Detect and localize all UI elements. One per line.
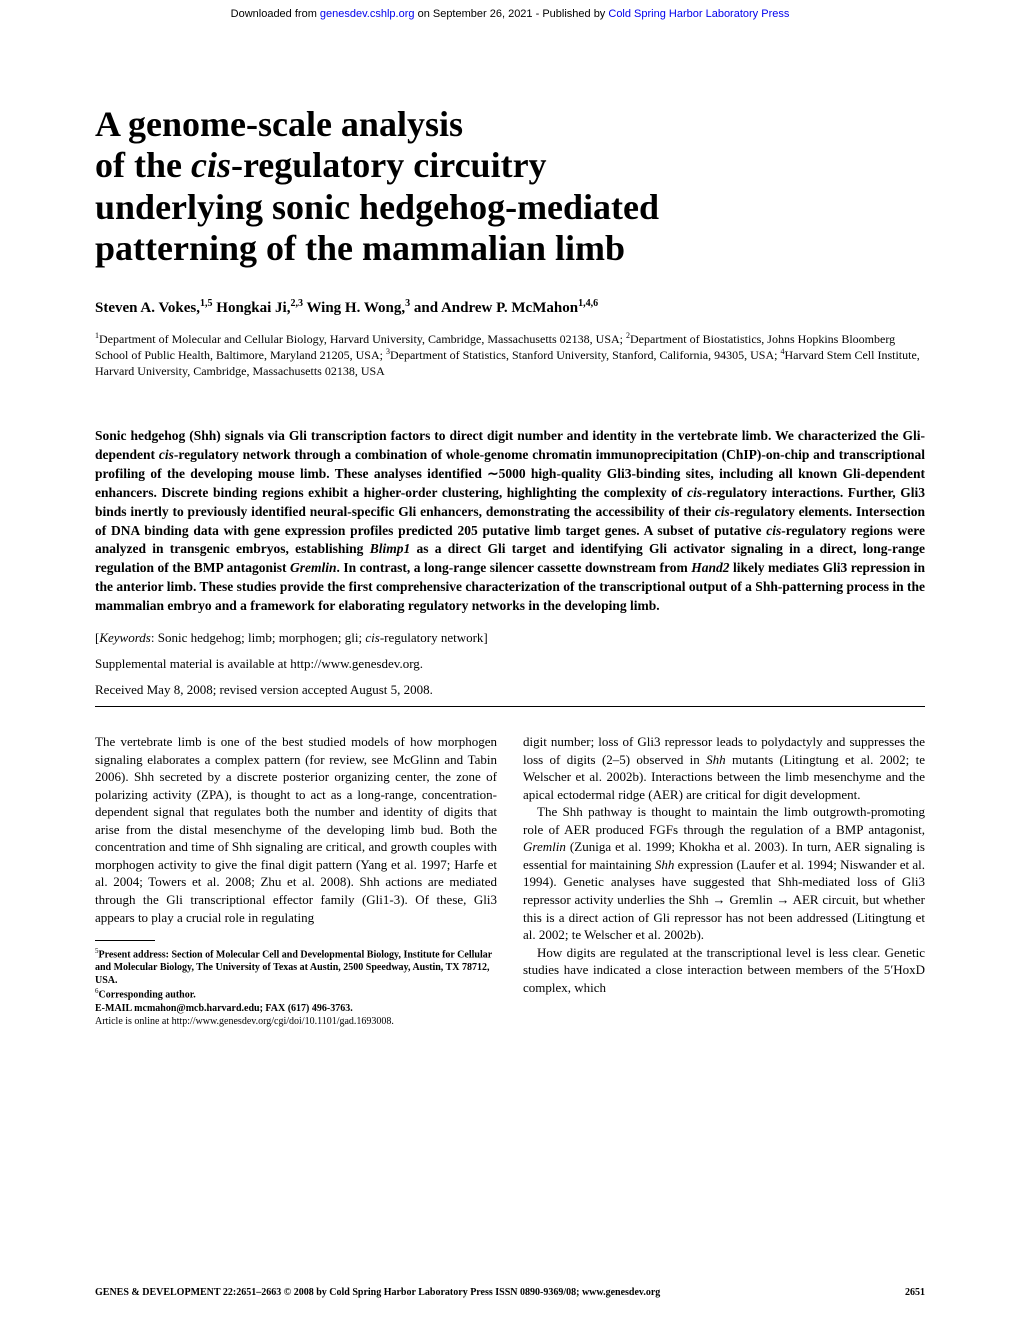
section-divider xyxy=(95,706,925,707)
left-p1: The vertebrate limb is one of the best s… xyxy=(95,733,497,926)
title-line-2-italic: cis xyxy=(191,145,231,185)
title-line-2-post: -regulatory circuitry xyxy=(231,145,547,185)
banner-link-2[interactable]: Cold Spring Harbor Laboratory Press xyxy=(608,8,789,20)
footnote-6: 6Corresponding author. xyxy=(95,987,497,1001)
author-4-sup: 1,4,6 xyxy=(578,298,598,309)
title-line-4: patterning of the mammalian limb xyxy=(95,228,625,268)
supplemental-line: Supplemental material is available at ht… xyxy=(95,656,925,672)
aff-text-3: Department of Statistics, Stanford Unive… xyxy=(390,348,781,362)
title-line-2-pre: of the xyxy=(95,145,191,185)
footnote-article: Article is online at http://www.genesdev… xyxy=(95,1015,497,1028)
keywords-line: [Keywords: Sonic hedgehog; limb; morphog… xyxy=(95,630,925,646)
abs-i3: cis xyxy=(715,504,730,519)
right-p1: digit number; loss of Gli3 repressor lea… xyxy=(523,733,925,803)
r-p2-i2: Shh xyxy=(655,857,675,872)
banner-link-1[interactable]: genesdev.cshlp.org xyxy=(320,8,415,20)
abstract: Sonic hedgehog (Shh) signals via Gli tra… xyxy=(95,427,925,616)
kw-label: Keywords xyxy=(99,630,151,645)
kw-cis: cis xyxy=(365,630,379,645)
author-4: and Andrew P. McMahon xyxy=(410,300,578,316)
download-banner: Downloaded from genesdev.cshlp.org on Se… xyxy=(0,0,1020,24)
right-p2: The Shh pathway is thought to maintain t… xyxy=(523,803,925,943)
author-2: Hongkai Ji, xyxy=(213,300,291,316)
fn6-text: Corresponding author. xyxy=(99,990,196,1001)
received-line: Received May 8, 2008; revised version ac… xyxy=(95,682,925,698)
footnote-email: E-MAIL mcmahon@mcb.harvard.edu; FAX (617… xyxy=(95,1002,497,1015)
article-title: A genome-scale analysis of the cis-regul… xyxy=(95,104,925,270)
page-content: A genome-scale analysis of the cis-regul… xyxy=(0,104,1020,1028)
body-columns: The vertebrate limb is one of the best s… xyxy=(95,733,925,1028)
r-p2-a: The Shh pathway is thought to maintain t… xyxy=(523,804,925,837)
abs-i1: cis xyxy=(159,447,174,462)
footer-left: GENES & DEVELOPMENT 22:2651–2663 © 2008 … xyxy=(95,1287,905,1298)
r-p1-i1: Shh xyxy=(706,752,726,767)
abs-s7: . In contrast, a long-range silencer cas… xyxy=(337,560,692,575)
r-p2-i1: Gremlin xyxy=(523,839,566,854)
author-3: Wing H. Wong, xyxy=(303,300,405,316)
kw-suffix: -regulatory network] xyxy=(380,630,488,645)
abs-i7: Hand2 xyxy=(691,560,729,575)
footnotes: 5Present address: Section of Molecular C… xyxy=(95,947,497,1028)
footer-page-number: 2651 xyxy=(905,1287,925,1298)
author-1: Steven A. Vokes, xyxy=(95,300,200,316)
affiliations: 1Department of Molecular and Cellular Bi… xyxy=(95,331,925,380)
banner-middle: on September 26, 2021 - Published by xyxy=(415,8,609,20)
fn5-text: Present address: Section of Molecular Ce… xyxy=(95,949,492,986)
footnotes-divider xyxy=(95,940,155,941)
aff-text-1: Department of Molecular and Cellular Bio… xyxy=(99,332,626,346)
abs-i2: cis xyxy=(687,485,702,500)
title-line-3: underlying sonic hedgehog-mediated xyxy=(95,187,659,227)
kw-content: : Sonic hedgehog; limb; morphogen; gli; xyxy=(151,630,365,645)
page-footer: GENES & DEVELOPMENT 22:2651–2663 © 2008 … xyxy=(95,1287,925,1298)
authors-line: Steven A. Vokes,1,5 Hongkai Ji,2,3 Wing … xyxy=(95,298,925,317)
author-2-sup: 2,3 xyxy=(290,298,303,309)
column-left: The vertebrate limb is one of the best s… xyxy=(95,733,497,1028)
footnote-5: 5Present address: Section of Molecular C… xyxy=(95,947,497,987)
abs-i6: Gremlin xyxy=(290,560,337,575)
title-line-1: A genome-scale analysis xyxy=(95,104,463,144)
right-p3: How digits are regulated at the transcri… xyxy=(523,944,925,997)
abs-i5: Blimp1 xyxy=(370,541,411,556)
author-1-sup: 1,5 xyxy=(200,298,213,309)
column-right: digit number; loss of Gli3 repressor lea… xyxy=(523,733,925,1028)
fn-email: E-MAIL mcmahon@mcb.harvard.edu; FAX (617… xyxy=(95,1003,353,1014)
banner-prefix: Downloaded from xyxy=(231,8,320,20)
abs-i4: cis xyxy=(766,523,781,538)
